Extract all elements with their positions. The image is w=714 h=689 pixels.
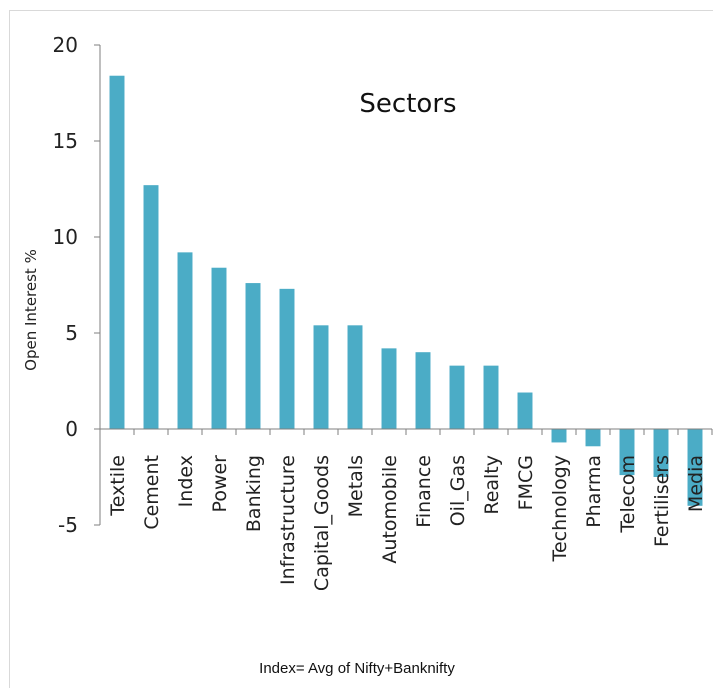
bar-index — [177, 252, 193, 429]
chart-title: Sectors — [359, 89, 456, 119]
bar-cement — [143, 185, 159, 429]
bar-banking — [245, 283, 261, 429]
category-label: FMCG — [515, 455, 537, 510]
category-label: Infrastructure — [277, 455, 299, 585]
category-label: Capital_Goods — [311, 455, 333, 591]
category-label: Telecom — [617, 455, 639, 534]
y-tick-label: 5 — [65, 321, 78, 345]
bar-power — [211, 267, 227, 429]
y-tick-label: 0 — [65, 417, 78, 441]
bar-realty — [483, 365, 499, 429]
category-label: Cement — [141, 455, 163, 530]
category-label: Automobile — [379, 455, 401, 564]
category-label: Media — [685, 455, 707, 512]
category-label: Oil_Gas — [447, 455, 469, 526]
bar-automobile — [381, 348, 397, 429]
category-label: Realty — [481, 455, 503, 515]
y-tick-label: 10 — [53, 225, 78, 249]
y-axis: 20 15 10 5 0 -5 — [53, 33, 101, 537]
bar-fmcg — [517, 392, 533, 429]
y-tick-label: 15 — [53, 129, 78, 153]
y-tick-label: 20 — [53, 33, 78, 57]
bar-oil-gas — [449, 365, 465, 429]
bar-infrastructure — [279, 288, 295, 429]
category-label: Fertilisers — [651, 455, 673, 547]
category-labels: Textile Cement Index Power Banking Infrastruc… — [107, 455, 707, 591]
category-label: Banking — [243, 455, 265, 532]
bar-textile — [109, 75, 125, 429]
category-label: Power — [209, 455, 231, 513]
category-label: Finance — [413, 455, 435, 528]
category-label: Metals — [345, 455, 367, 517]
bar-capital-goods — [313, 325, 329, 429]
chart-frame — [9, 10, 713, 688]
y-axis-title: Open Interest % — [22, 249, 40, 371]
bar-fertilisers — [653, 429, 669, 477]
bar-telecom — [619, 429, 635, 476]
y-tick-label: -5 — [58, 513, 78, 537]
category-label: Textile — [107, 455, 129, 517]
bar-technology — [551, 429, 567, 443]
footnote: Index= Avg of Nifty+Banknifty — [259, 660, 455, 677]
category-label: Technology — [549, 455, 571, 562]
bar-metals — [347, 325, 363, 429]
category-label: Pharma — [583, 455, 605, 528]
bar-media — [687, 429, 703, 506]
bar-finance — [415, 352, 431, 429]
category-label: Index — [175, 455, 197, 507]
bars — [109, 75, 703, 506]
bar-pharma — [585, 429, 601, 447]
x-axis — [99, 428, 713, 435]
